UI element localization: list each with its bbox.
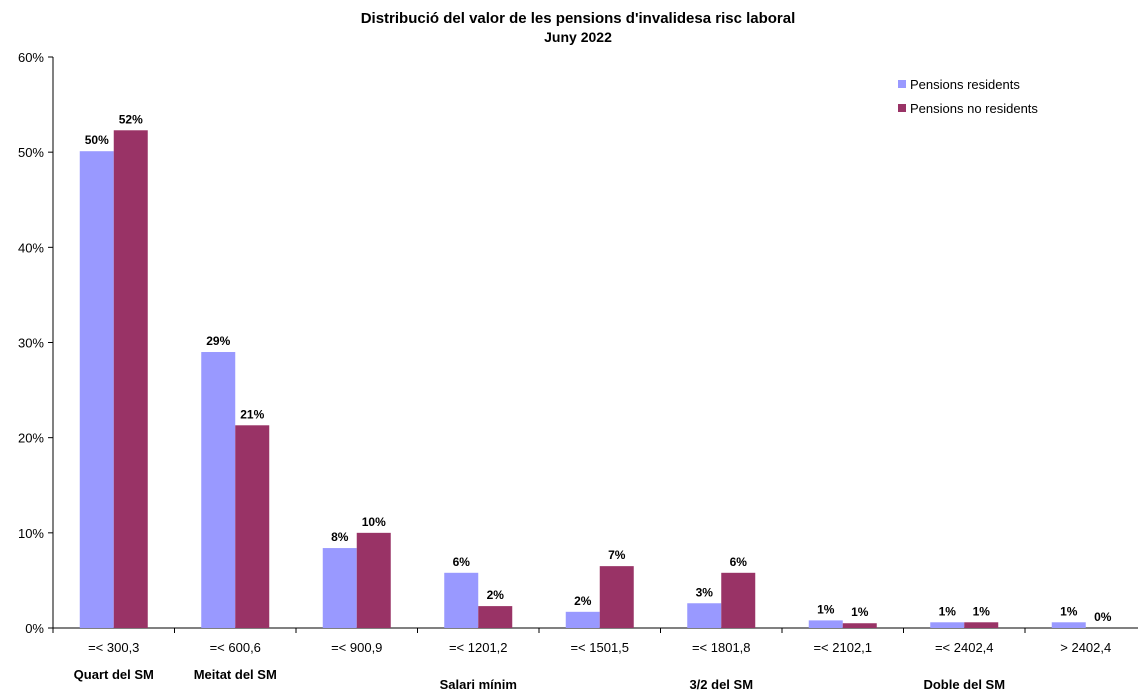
legend-swatch-residents	[898, 80, 906, 88]
data-label-residents: 6%	[453, 555, 471, 569]
bar-residents	[930, 622, 965, 628]
data-label-residents: 29%	[206, 334, 230, 348]
bar-no-residents	[478, 606, 513, 628]
y-tick-label: 50%	[18, 145, 44, 160]
x-tick-label: =< 1801,8	[692, 640, 751, 655]
y-tick-label: 30%	[18, 336, 44, 351]
bar-no-residents	[842, 623, 877, 628]
data-label-no-residents: 7%	[608, 548, 626, 562]
bar-residents	[687, 603, 722, 628]
chart-title: Distribució del valor de les pensions d'…	[361, 10, 796, 27]
x-tick-label: =< 1501,5	[570, 640, 629, 655]
x-tick-label: =< 300,3	[88, 640, 139, 655]
data-label-residents: 1%	[817, 602, 835, 616]
bar-residents	[79, 151, 114, 628]
axes: 0% 10% 20% 30% 40% 50% 60% =< 300,3 Quart del SM…	[18, 50, 1138, 691]
bar-residents	[808, 620, 843, 628]
legend-label-no-residents: Pensions no residents	[910, 101, 1038, 116]
data-label-no-residents: 6%	[730, 555, 748, 569]
data-label-no-residents: 1%	[851, 605, 869, 619]
x-tick-label: =< 600,6	[210, 640, 261, 655]
data-label-residents: 1%	[939, 604, 957, 618]
x-tick-label: > 2402,4	[1060, 640, 1111, 655]
x-tick-label: =< 1201,2	[449, 640, 508, 655]
data-label-no-residents: 0%	[1094, 610, 1112, 624]
data-label-no-residents: 1%	[973, 604, 991, 618]
legend: Pensions residents Pensions no residents	[898, 77, 1038, 116]
bar-no-residents	[599, 566, 634, 628]
bar-residents	[322, 548, 357, 628]
y-tick-label: 60%	[18, 50, 44, 65]
category-sublabel: Salari mínim	[440, 677, 517, 691]
x-tick-label: =< 2402,4	[935, 640, 994, 655]
bar-residents	[444, 572, 479, 628]
category-sublabel: 3/2 del SM	[689, 677, 753, 691]
bar-no-residents	[721, 572, 756, 628]
data-label-residents: 2%	[574, 594, 592, 608]
data-label-no-residents: 2%	[487, 588, 505, 602]
y-tick-label: 0%	[25, 621, 44, 636]
category-sublabel: Meitat del SM	[194, 667, 277, 682]
data-label-residents: 50%	[85, 133, 109, 147]
y-tick-label: 20%	[18, 431, 44, 446]
y-tick-label: 10%	[18, 526, 44, 541]
bars	[79, 130, 1086, 629]
bar-residents	[1051, 622, 1086, 628]
legend-swatch-no-residents	[898, 104, 906, 112]
y-tick-label: 40%	[18, 240, 44, 255]
bar-no-residents	[235, 425, 270, 628]
legend-label-residents: Pensions residents	[910, 77, 1020, 92]
data-labels: 50% 29% 8% 6% 2% 3% 1% 1% 1% 52% 21% 10% 2% 7% 6% 1% 1% 0…	[85, 112, 1112, 624]
data-label-residents: 1%	[1060, 604, 1078, 618]
x-tick-label: =< 2102,1	[813, 640, 872, 655]
data-label-residents: 3%	[696, 585, 714, 599]
data-label-residents: 8%	[331, 530, 349, 544]
data-label-no-residents: 21%	[240, 407, 264, 421]
bar-no-residents	[964, 622, 999, 628]
bar-no-residents	[113, 130, 148, 629]
x-tick-label: =< 900,9	[331, 640, 382, 655]
bar-residents	[201, 352, 236, 628]
chart-subtitle: Juny 2022	[544, 29, 612, 45]
category-sublabel: Quart del SM	[74, 667, 154, 682]
data-label-no-residents: 52%	[119, 112, 143, 126]
data-label-no-residents: 10%	[362, 515, 386, 529]
category-sublabel: Doble del SM	[923, 677, 1005, 691]
bar-residents	[565, 611, 600, 628]
bar-no-residents	[356, 532, 391, 628]
